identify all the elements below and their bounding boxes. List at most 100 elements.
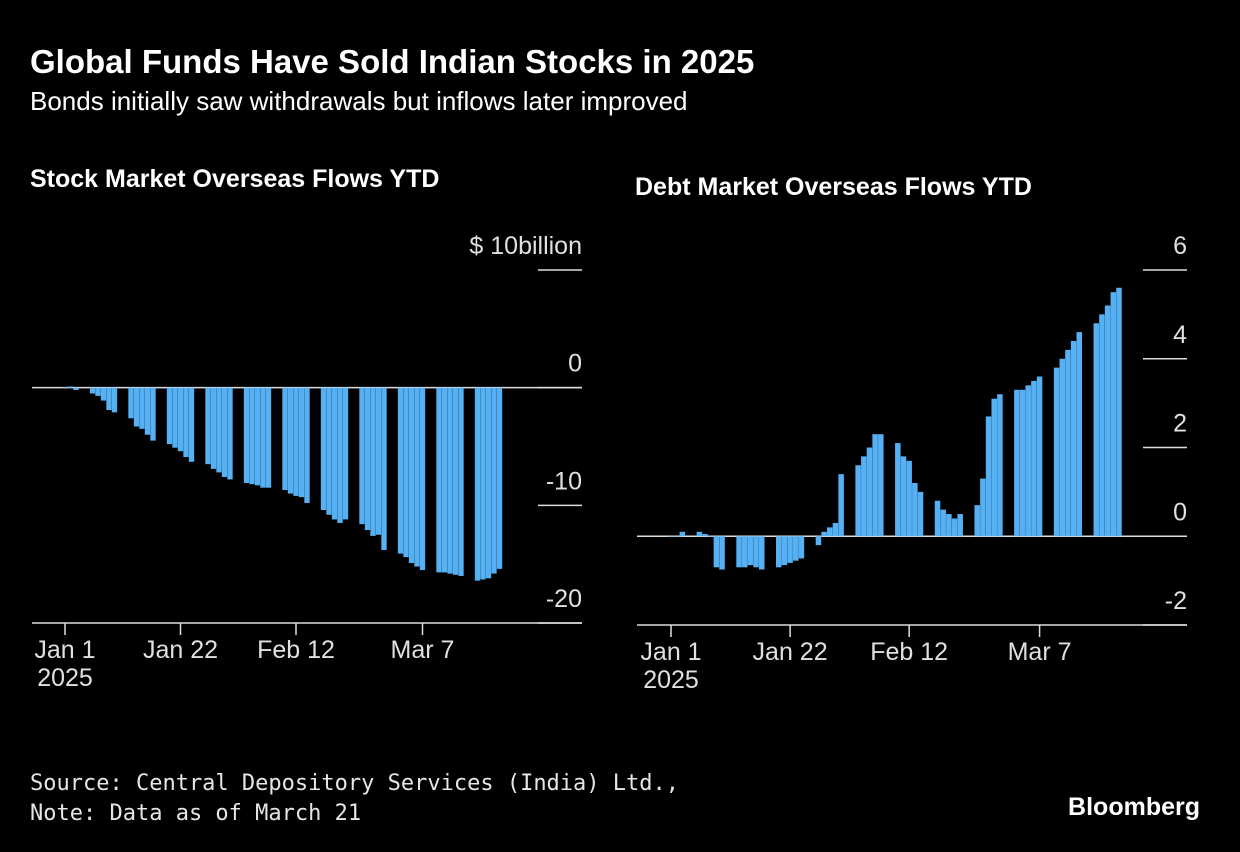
bar [293, 387, 299, 496]
bar [67, 386, 74, 388]
bar [265, 387, 272, 488]
x-tick-label: Mar 7 [391, 636, 455, 664]
y-tick-label: 0 [568, 350, 582, 378]
bar [491, 387, 497, 574]
bar [900, 456, 907, 537]
bar [917, 491, 924, 537]
bar [298, 387, 305, 498]
bar [458, 387, 464, 576]
bar [287, 387, 294, 494]
bar [95, 387, 101, 396]
bar [702, 534, 708, 537]
y-tick-label: -2 [1165, 587, 1187, 615]
bar [62, 387, 68, 389]
bar [974, 505, 980, 537]
bar [150, 387, 156, 441]
bar [282, 387, 288, 491]
bar [139, 387, 145, 429]
subtitle: Bonds initially saw withdrawals but infl… [30, 86, 688, 116]
x-tick-label: Feb 12 [870, 638, 948, 666]
bar [375, 387, 382, 535]
bar [210, 387, 217, 469]
bar [741, 536, 748, 568]
bar [474, 387, 481, 581]
bar [747, 536, 754, 566]
bar [861, 456, 867, 537]
bar [787, 536, 793, 563]
bar [111, 387, 118, 413]
bar [397, 387, 404, 554]
bar [991, 398, 997, 537]
bar [957, 514, 963, 537]
bar [216, 387, 222, 473]
bar [106, 387, 112, 411]
y-tick-label: 2 [1173, 410, 1187, 438]
bar [227, 387, 233, 480]
bar [1065, 349, 1071, 537]
source: Source: Central Depository Services (Ind… [30, 771, 679, 796]
bar [89, 387, 96, 394]
bar [895, 443, 901, 537]
bar [128, 387, 134, 419]
bar [940, 509, 946, 537]
bar [414, 387, 420, 567]
bar [441, 387, 448, 573]
bar [1019, 389, 1026, 537]
bar [144, 387, 151, 435]
bar [177, 387, 184, 452]
bar [985, 416, 992, 537]
bar [838, 474, 844, 537]
bar [370, 387, 376, 536]
bar [408, 387, 415, 563]
bar [172, 387, 178, 448]
bar [1031, 380, 1037, 537]
bar [452, 387, 459, 575]
bar [855, 465, 861, 537]
bar [1053, 367, 1060, 537]
bar [673, 536, 680, 537]
bar [815, 536, 822, 546]
bar [946, 514, 952, 537]
x-tick-label: Jan 22 [753, 638, 828, 666]
bar [1099, 314, 1105, 537]
bar [166, 387, 173, 445]
bar [403, 387, 409, 558]
bar [1025, 385, 1031, 537]
bar [753, 536, 759, 568]
bar [485, 387, 492, 579]
bar [866, 447, 873, 537]
y-tick-label: 0 [1173, 498, 1187, 526]
panel-title: Debt Market Overseas Flows YTD [635, 173, 1032, 201]
bar [1036, 376, 1043, 537]
bar [1070, 341, 1077, 537]
bar [1116, 287, 1122, 537]
bar [73, 387, 79, 391]
bar [821, 531, 827, 537]
bar [736, 536, 742, 568]
bar [798, 536, 805, 559]
bar [100, 387, 107, 401]
bar [696, 531, 703, 537]
x-tick-label: Mar 7 [1008, 638, 1072, 666]
bar [951, 518, 958, 537]
title: Global Funds Have Sold Indian Stocks in … [30, 43, 754, 80]
bar [1093, 323, 1100, 537]
bar [188, 387, 195, 462]
y-tick-label: $ 10billion [469, 232, 582, 260]
x-tick-label: Feb 12 [257, 636, 335, 664]
bar [719, 536, 725, 570]
bar [980, 478, 986, 537]
bar [1014, 389, 1020, 537]
brand: Bloomberg [1068, 793, 1200, 821]
bar [906, 460, 912, 537]
bar [480, 387, 486, 580]
bar [668, 536, 674, 537]
bar [793, 536, 799, 561]
bar [243, 387, 250, 483]
bar [496, 387, 503, 569]
x-tick-label: Jan 22 [143, 636, 218, 664]
y-tick-label: -20 [546, 585, 582, 613]
bar [436, 387, 442, 573]
bar [320, 387, 327, 511]
